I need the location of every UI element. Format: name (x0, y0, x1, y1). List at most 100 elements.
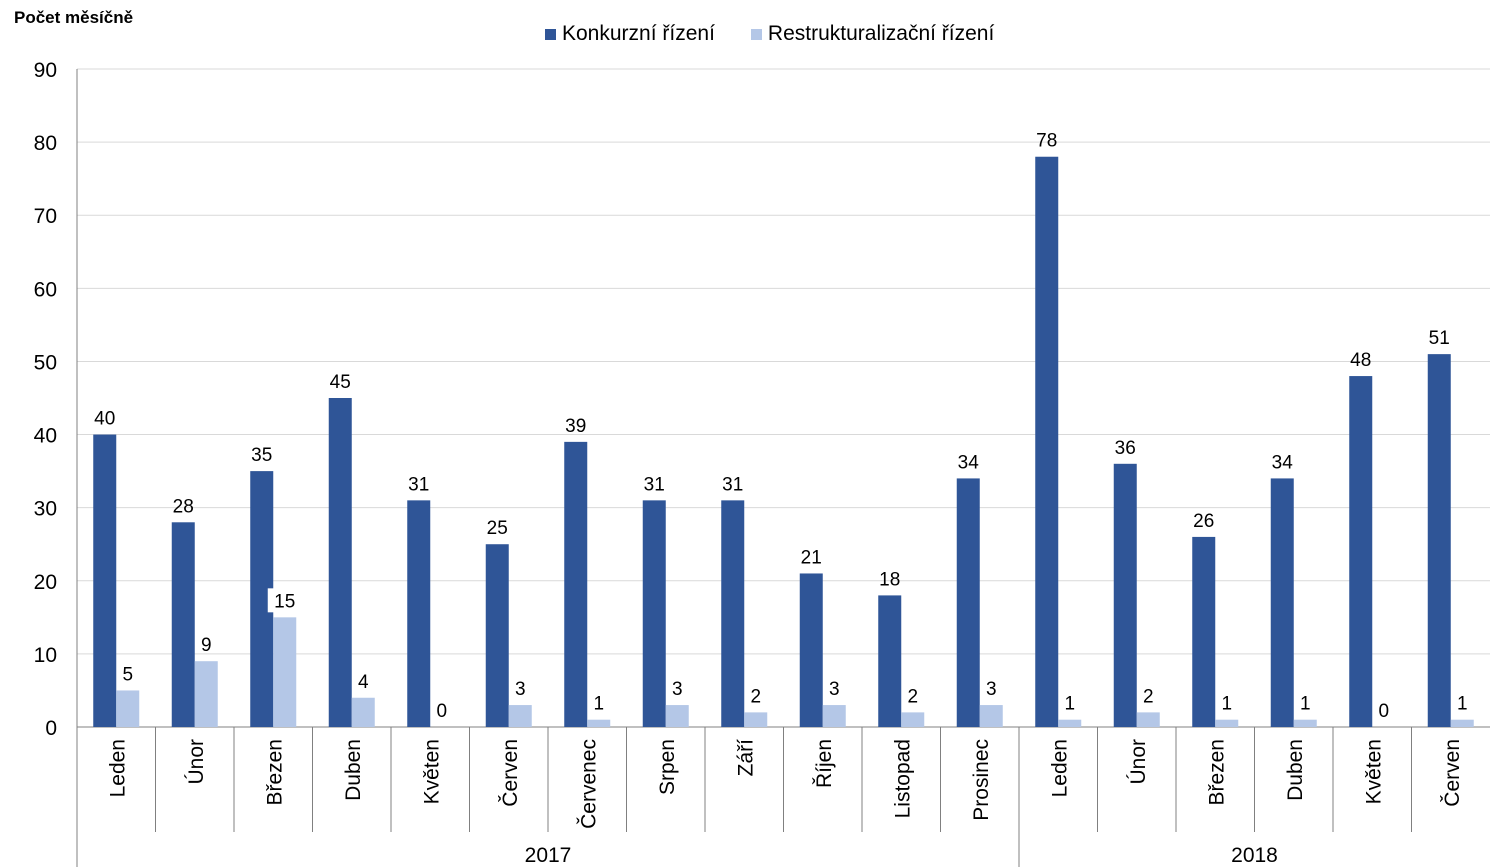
legend: Konkurzní řízení Restrukturalizační říze… (545, 22, 1030, 46)
bar (1215, 719, 1239, 727)
data-label: 3 (986, 679, 997, 700)
bar (1450, 719, 1474, 727)
bar (1349, 376, 1373, 727)
bar (822, 705, 846, 727)
data-label: 2 (750, 686, 761, 707)
bar (799, 573, 823, 727)
bar (171, 522, 195, 727)
y-tick-label: 30 (34, 498, 57, 521)
y-tick-label: 70 (34, 205, 57, 228)
x-tick-label: Říjen (813, 739, 836, 788)
bar (721, 500, 745, 727)
data-label-background (267, 588, 302, 613)
y-tick-label: 20 (34, 571, 57, 594)
legend-item-restrukturalizacni: Restrukturalizační řízení (750, 22, 995, 46)
data-label: 15 (274, 591, 295, 612)
data-label: 2 (907, 686, 918, 707)
bar (93, 434, 117, 727)
data-label: 36 (1115, 438, 1136, 459)
x-tick-label: Květen (420, 739, 443, 804)
data-label: 45 (330, 372, 351, 393)
data-label: 3 (515, 679, 526, 700)
bar (116, 690, 140, 727)
bar (508, 705, 532, 727)
bar (1192, 536, 1216, 727)
y-axis-title: Počet měsíčně (14, 8, 134, 27)
bar (250, 471, 274, 727)
data-label: 4 (358, 672, 369, 693)
x-tick-label: Duben (342, 739, 365, 801)
bar (351, 697, 375, 727)
bar (744, 712, 768, 727)
x-tick-label: Září (734, 739, 757, 777)
y-tick-label: 10 (34, 644, 57, 667)
legend-swatch-restrukturalizacni (750, 28, 762, 40)
bar (564, 441, 588, 727)
x-tick-label: Červen (1441, 739, 1464, 807)
data-label: 1 (1300, 694, 1311, 715)
bar (587, 719, 611, 727)
legend-label-konkurzni: Konkurzní řízení (562, 22, 715, 45)
data-label: 35 (251, 445, 272, 466)
x-tick-label: Červen (499, 739, 522, 807)
x-tick-label: Únor (185, 739, 208, 785)
bar (956, 478, 980, 727)
bar (1427, 354, 1451, 727)
bar (1035, 156, 1059, 727)
x-tick-label: Březen (1205, 739, 1228, 806)
legend-label-restrukturalizacni: Restrukturalizační řízení (767, 22, 995, 45)
data-label: 1 (1457, 694, 1468, 715)
y-tick-label: 0 (45, 717, 57, 740)
data-label: 0 (436, 701, 447, 722)
data-label: 9 (201, 635, 212, 656)
x-tick-label: Srpen (656, 739, 679, 795)
legend-item-konkurzni: Konkurzní řízení (545, 22, 715, 46)
data-label: 34 (1272, 452, 1294, 473)
data-label: 1 (1221, 694, 1232, 715)
x-tick-label: Leden (1048, 739, 1071, 797)
bar (1270, 478, 1294, 727)
x-tick-label: Červenec (577, 739, 600, 829)
y-tick-label: 90 (34, 59, 57, 82)
bar (485, 544, 509, 727)
data-label: 31 (722, 474, 743, 495)
data-label: 48 (1350, 350, 1371, 371)
bar (1136, 712, 1160, 727)
y-tick-label: 60 (34, 278, 57, 301)
bar (1293, 719, 1317, 727)
data-label: 0 (1378, 701, 1389, 722)
data-label: 31 (644, 474, 665, 495)
data-label: 51 (1429, 328, 1450, 349)
data-label: 25 (487, 518, 508, 539)
data-label: 21 (801, 547, 822, 568)
x-tick-label: Leden (106, 739, 129, 797)
bar (878, 595, 902, 727)
data-label: 18 (879, 569, 900, 590)
y-tick-label: 50 (34, 351, 57, 374)
x-tick-label: Duben (1284, 739, 1307, 801)
bar (1058, 719, 1082, 727)
data-label: 26 (1193, 511, 1214, 532)
data-label: 5 (122, 664, 133, 685)
bar (665, 705, 689, 727)
x-tick-label: Březen (263, 739, 286, 806)
y-tick-label: 40 (34, 425, 57, 448)
x-tick-label: Květen (1362, 739, 1385, 804)
data-label: 28 (173, 496, 194, 517)
data-label: 3 (672, 679, 683, 700)
data-label: 1 (1064, 694, 1075, 715)
data-label: 3 (829, 679, 840, 700)
bar (642, 500, 666, 727)
bar (1113, 463, 1137, 727)
group-label: 2018 (1231, 844, 1278, 867)
data-label: 31 (408, 474, 429, 495)
data-label: 2 (1143, 686, 1154, 707)
data-label: 78 (1036, 131, 1057, 152)
x-tick-label: Únor (1127, 739, 1150, 785)
bar (273, 617, 297, 727)
x-tick-label: Prosinec (970, 739, 993, 821)
bar (979, 705, 1003, 727)
bar (328, 398, 352, 727)
bar (407, 500, 431, 727)
x-tick-label: Listopad (891, 739, 914, 818)
